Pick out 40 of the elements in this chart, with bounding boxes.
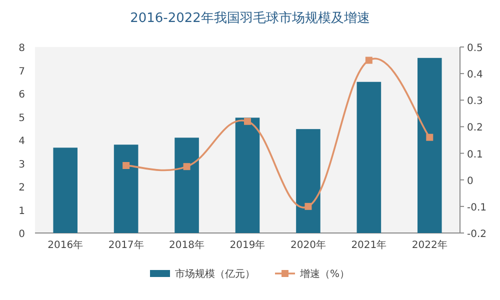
y-tick-label: 2 bbox=[18, 182, 25, 194]
point bbox=[426, 134, 434, 141]
y2-tick-label: 0.4 bbox=[467, 70, 483, 81]
legend-label: 市场规模（亿元） bbox=[175, 268, 255, 280]
y2-tick-label: 0.2 bbox=[467, 122, 483, 134]
y-tick-label: 4 bbox=[18, 136, 25, 147]
bar bbox=[174, 138, 199, 233]
legend-label: 增速（%） bbox=[299, 268, 350, 280]
y-tick-label: 1 bbox=[18, 206, 25, 217]
y-tick-label: 7 bbox=[18, 66, 25, 78]
point bbox=[183, 163, 190, 170]
x-tick-label: 2018年 bbox=[169, 239, 205, 251]
bar bbox=[235, 118, 260, 233]
y2-tick-label: 0 bbox=[467, 176, 474, 187]
bar bbox=[296, 129, 320, 233]
point bbox=[304, 202, 312, 210]
x-tick-label: 2020年 bbox=[290, 239, 326, 251]
bar bbox=[418, 58, 442, 233]
point bbox=[244, 118, 251, 125]
bar bbox=[356, 82, 382, 233]
title: 2016-2022年我国羽毛球市场规模及增速 bbox=[130, 11, 370, 26]
y2-tick-label: -0.1 bbox=[467, 202, 487, 214]
point bbox=[365, 56, 372, 64]
bar bbox=[114, 144, 138, 233]
y2-tick-label: 0.3 bbox=[467, 96, 483, 108]
y-tick-label: 8 bbox=[18, 43, 25, 54]
point bbox=[122, 162, 130, 170]
y-tick-label: 6 bbox=[18, 90, 25, 100]
y2-tick-label: 0.5 bbox=[467, 43, 483, 54]
x-tick-label: 2016年 bbox=[48, 239, 84, 251]
x-tick-label: 2019年 bbox=[230, 239, 266, 251]
y-tick-label: 5 bbox=[18, 112, 25, 124]
x-tick-label: 2022年 bbox=[412, 239, 448, 251]
bar bbox=[53, 148, 78, 233]
x-tick-label: 2021年 bbox=[351, 239, 387, 251]
y-tick-label: 3 bbox=[18, 159, 25, 170]
x-tick-label: 2017年 bbox=[108, 239, 144, 251]
y2-tick-label: 0.1 bbox=[467, 149, 483, 160]
y-tick-label: 0 bbox=[18, 229, 25, 240]
y2-tick-label: -0.2 bbox=[467, 229, 487, 240]
